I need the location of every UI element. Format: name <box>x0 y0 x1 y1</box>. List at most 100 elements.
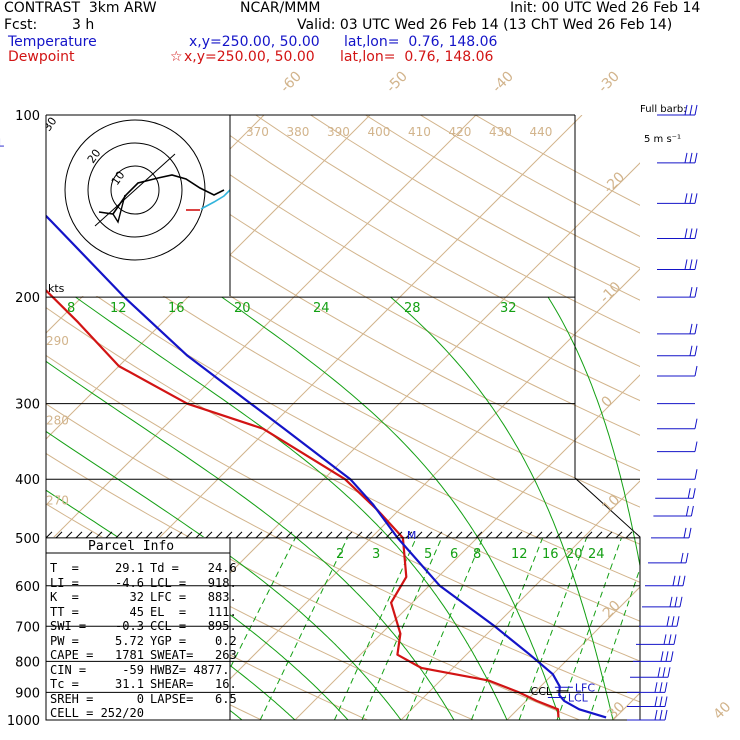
parcel-info-right: LFC = 883. <box>150 590 237 604</box>
init-time: Init: 00 UTC Wed 26 Feb 14 <box>510 0 701 16</box>
center-name: NCAR/MMM <box>240 0 321 16</box>
hatch-mark <box>375 531 383 539</box>
hatch-mark <box>275 531 283 539</box>
mixing-ratio-label: 12 <box>511 547 528 562</box>
parcel-info-row: CELL = 252/20 <box>50 706 237 721</box>
hatch-mark <box>395 531 403 539</box>
isotherm-line <box>188 268 640 720</box>
pressure-tick-label: 800 <box>15 655 40 670</box>
mixing-ratio-label: 8 <box>473 547 481 562</box>
isotherm-label: 20 <box>600 598 624 622</box>
hatch-mark <box>245 531 253 539</box>
hatch-mark <box>435 531 443 539</box>
hatch-mark <box>565 531 573 539</box>
hatch-mark <box>355 531 363 539</box>
wind-barb <box>636 634 677 645</box>
wind-barb-flag <box>665 651 669 662</box>
hatch-mark <box>345 531 353 539</box>
hatch-mark <box>585 531 593 539</box>
wind-barb-flag <box>663 634 667 645</box>
barb-legend-line2: 5 m s⁻¹ <box>644 134 681 145</box>
wind-barb-flag <box>694 152 698 164</box>
parcel-info-row: SWI = -0.3 CCL = 895. <box>50 619 237 634</box>
hodograph-ring <box>87 142 183 238</box>
hatch-mark <box>495 531 503 539</box>
parcel-info-row: Tc = 31.1 SHEAR= 16. <box>50 677 237 692</box>
wind-barb <box>651 527 692 539</box>
theta-label: 270 <box>46 493 69 507</box>
hatch-mark <box>625 531 633 539</box>
moist-adiabat-line <box>547 296 640 569</box>
wind-barb-flag <box>664 709 668 721</box>
hatch-mark <box>255 531 263 539</box>
parcel-info-table: T = 29.1 Td = 24.6 LI = -4.6 LCL = 918. K = … <box>50 561 237 721</box>
wind-barb-flag <box>685 552 689 564</box>
parcel-info-left: SREH = 0 <box>50 691 144 706</box>
wind-barb-flag <box>657 667 661 678</box>
mixing-ratio-label: 6 <box>450 547 458 562</box>
wind-barb <box>657 323 698 335</box>
wind-barb-flag <box>674 596 678 607</box>
star-icon: ☆ <box>170 49 183 65</box>
dewpoint-legend: Dewpoint <box>8 49 75 65</box>
wind-barb <box>627 696 668 708</box>
wind-barb-flag <box>687 488 691 499</box>
wind-barb-flag <box>689 104 693 116</box>
pressure-tick-label: 300 <box>15 398 40 413</box>
wind-barb-flag <box>694 441 698 452</box>
wind-barb-flag <box>664 682 668 693</box>
dry-adiabat-line <box>90 115 640 436</box>
parcel-info-left: TT = 45 <box>50 604 144 619</box>
wind-barb <box>645 575 686 587</box>
dry-adiabat-line <box>200 115 640 368</box>
parcel-info-left: CAPE = 1781 <box>50 648 144 662</box>
parcel-info-background <box>46 537 230 720</box>
dry-adiabat-line <box>46 306 640 622</box>
parcel-info-row: PW = 5.72 YGP = 0.2 <box>50 634 237 649</box>
parcel-info-left: PW = 5.72 <box>50 633 144 648</box>
theta-label: 280 <box>46 414 69 428</box>
wind-barb-flag <box>694 418 698 429</box>
dry-adiabat-line <box>46 213 640 545</box>
wind-barb <box>627 682 668 693</box>
parcel-info-left: CELL = 252/20 <box>50 706 144 720</box>
wind-barb <box>648 552 689 564</box>
hatch-mark <box>325 531 333 539</box>
wind-barb-flag <box>689 287 693 298</box>
wind-barb-flag <box>654 709 658 721</box>
hatch-mark <box>55 531 63 539</box>
dry-adiabat-line <box>46 167 640 508</box>
wind-barb-flag <box>684 152 688 164</box>
temperature-line <box>46 214 607 719</box>
theta-label: 380 <box>287 125 310 139</box>
parcel-info-title: Parcel Info <box>88 539 175 554</box>
hatch-mark <box>175 531 183 539</box>
hatch-mark <box>415 531 423 539</box>
hatch-mark <box>235 531 243 539</box>
hatch-mark <box>145 531 153 539</box>
dry-adiabat-line <box>46 403 640 703</box>
isotherm-label: 40 <box>711 699 735 723</box>
parcel-info-row: TT = 45 EL = 111. <box>50 605 237 620</box>
temperature-xy: x,y=250.00, 50.00 <box>189 34 320 50</box>
hatch-mark <box>155 531 163 539</box>
mixing-ratio-line <box>259 537 348 720</box>
wind-barb-flag <box>667 667 671 678</box>
hodograph-trace <box>98 174 225 215</box>
hatch-mark <box>515 531 523 539</box>
wind-barb <box>657 193 698 204</box>
temperature-legend: Temperature <box>8 34 97 50</box>
wind-barb-flag <box>694 365 698 377</box>
wind-barb-flag <box>684 104 688 116</box>
hatch-mark <box>265 531 273 539</box>
theta-label: 430 <box>489 125 512 139</box>
dry-adiabat-line <box>145 115 640 402</box>
pressure-tick-label: 600 <box>15 580 40 595</box>
hatch-mark <box>125 531 133 539</box>
isotherm-label: 10 <box>599 492 623 516</box>
wind-barb <box>657 418 698 430</box>
wind-barb-flag <box>671 616 675 627</box>
hatch-mark <box>505 531 513 539</box>
wind-barb-flag <box>694 323 698 334</box>
wind-barb <box>657 365 698 377</box>
